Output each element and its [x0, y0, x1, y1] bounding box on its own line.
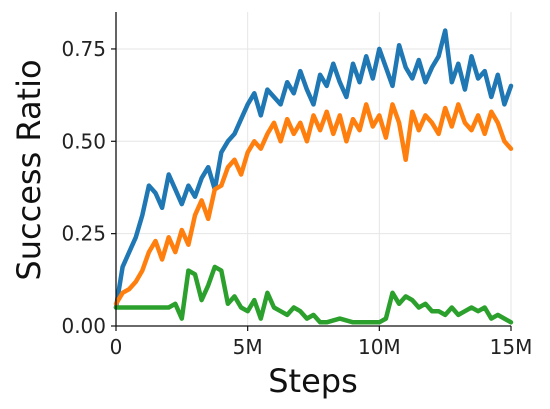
y-tick-label-2: 0.50 — [61, 129, 106, 153]
series-line-2 — [113, 264, 514, 325]
axes — [111, 12, 512, 331]
grid — [115, 12, 512, 327]
x-tick-label-0: 0 — [110, 335, 123, 359]
y-tick-label-1: 0.25 — [61, 222, 106, 246]
y-tick-label-0: 0.00 — [61, 314, 106, 338]
x-tick-label-3: 15M — [490, 335, 533, 359]
tick-labels: 0 5M 10M 15M 0.00 0.25 0.50 0.75 — [61, 37, 532, 359]
x-axis-label: Steps — [268, 362, 358, 400]
series-line-1 — [113, 102, 514, 307]
series-line-0 — [113, 28, 514, 310]
y-tick-label-3: 0.75 — [61, 37, 106, 61]
y-axis-label: Success Ratio — [10, 59, 48, 280]
x-tick-label-1: 5M — [233, 335, 263, 359]
series-lines — [113, 28, 514, 325]
x-tick-label-2: 10M — [358, 335, 401, 359]
